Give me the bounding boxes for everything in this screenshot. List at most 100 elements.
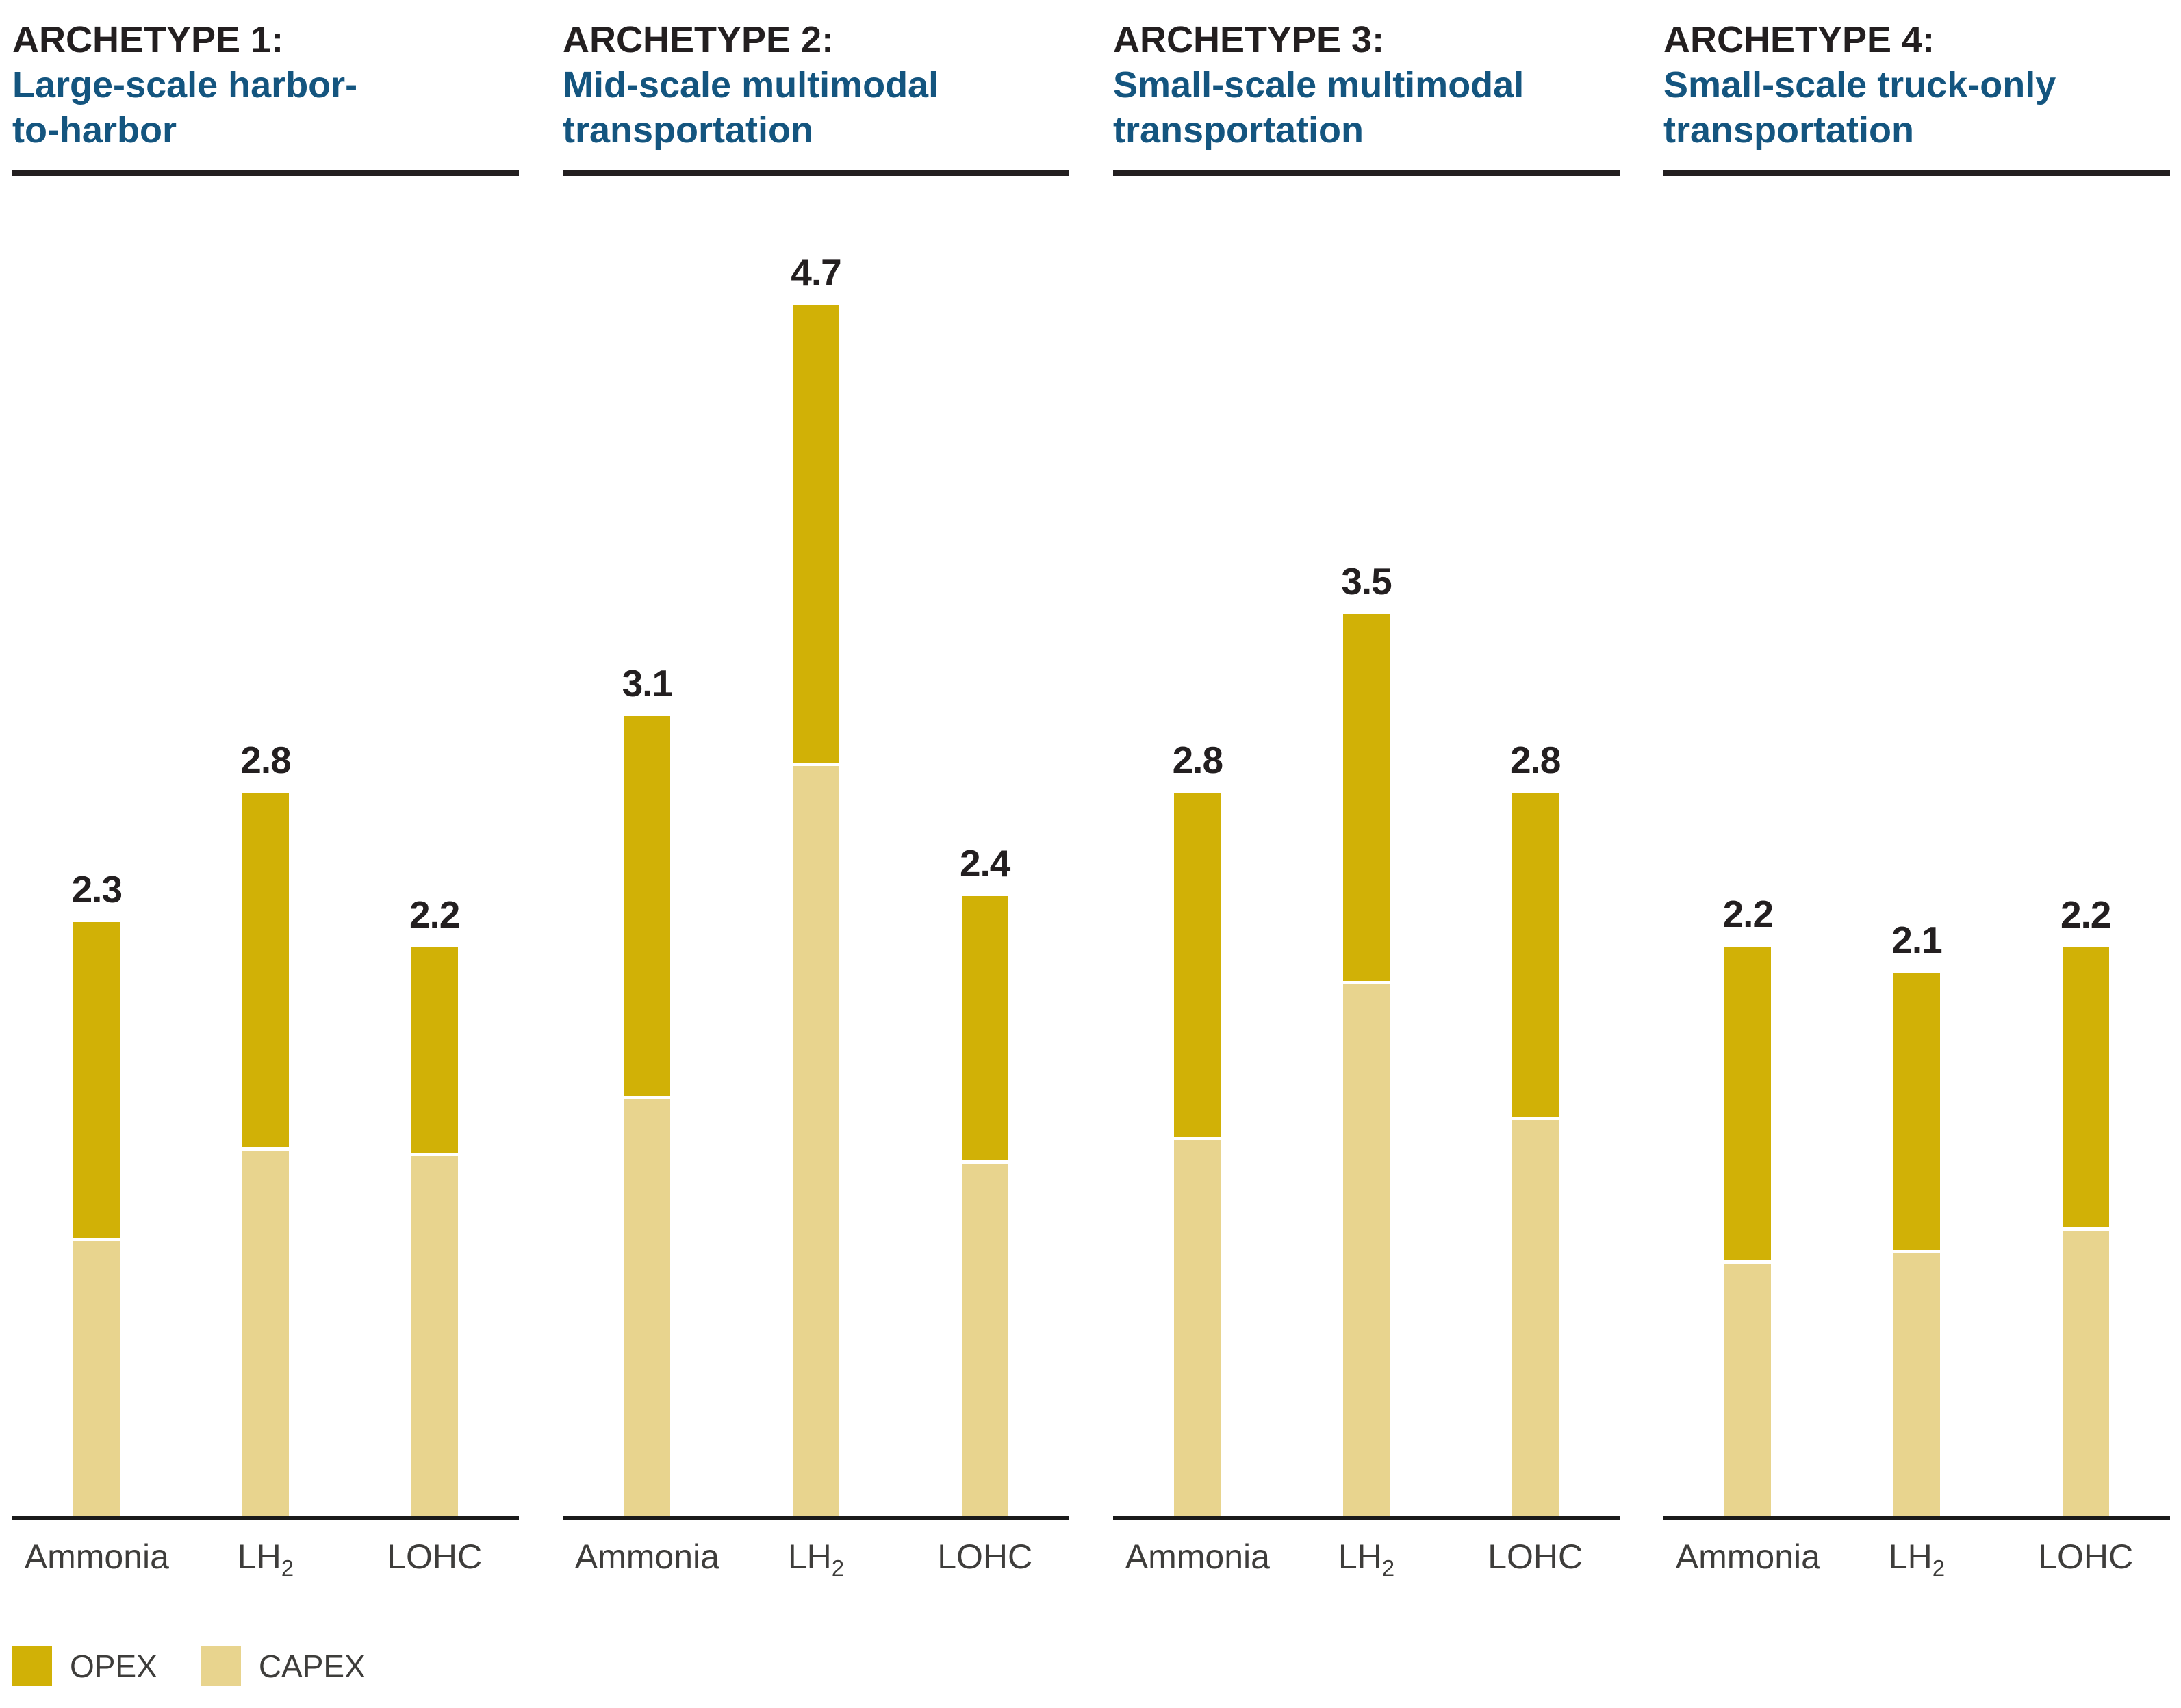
stacked-bar — [1724, 947, 1772, 1516]
category-label-text: LH — [237, 1538, 281, 1576]
bar-total-label: 2.3 — [71, 868, 123, 910]
capex-segment — [73, 1241, 120, 1516]
category-label: Ammonia — [1663, 1537, 1833, 1589]
category-label-text: LOHC — [1488, 1538, 1583, 1576]
opex-swatch — [12, 1646, 52, 1686]
archetype-subtitle-line: Large-scale harbor- — [12, 64, 358, 105]
archetype-label: ARCHETYPE 2: — [563, 19, 834, 60]
archetype-subtitle-line: Small-scale truck-only — [1663, 64, 2056, 105]
stacked-bar — [1343, 614, 1390, 1516]
bar-total-label: 3.1 — [622, 662, 673, 704]
bar-total-label: 2.1 — [1891, 919, 1942, 961]
archetype-subtitle: Large-scale harbor-to-harbor — [12, 62, 519, 153]
stacked-bar — [242, 793, 289, 1516]
category-label: Ammonia — [563, 1537, 732, 1589]
capex-segment — [242, 1151, 289, 1516]
category-labels-row: Ammonia LH2 LOHC — [12, 1537, 519, 1589]
archetype-subtitle: Mid-scale multimodal transportation — [563, 62, 1069, 153]
category-label-subscript: 2 — [1381, 1555, 1395, 1581]
archetype-panel: ARCHETYPE 4: Small-scale truck-only trans… — [1663, 17, 2170, 1589]
header-rule — [12, 170, 519, 176]
stacked-bar — [73, 922, 120, 1516]
capex-segment — [961, 1164, 1008, 1516]
category-label: LH2 — [1833, 1537, 2002, 1589]
stacked-bar — [1893, 973, 1940, 1516]
opex-segment — [411, 947, 458, 1153]
opex-segment — [1174, 793, 1221, 1137]
stacked-bar — [1174, 793, 1221, 1516]
legend-item: OPEX — [12, 1646, 157, 1686]
bar-total-label: 2.8 — [1509, 739, 1561, 781]
capex-segment — [411, 1156, 458, 1516]
bar-total-label: 2.8 — [240, 739, 291, 781]
opex-segment — [1343, 614, 1390, 981]
plot-area: 2.3 2.8 2.2 — [12, 176, 519, 1520]
archetype-subtitle-line: transportation — [563, 110, 814, 151]
bar-column: 2.1 — [1833, 176, 2002, 1516]
bar-total-label: 4.7 — [791, 251, 841, 294]
opex-segment — [2062, 947, 2109, 1227]
panel-header: ARCHETYPE 2: Mid-scale multimodal transpo… — [563, 17, 1069, 153]
bar-column: 3.1 — [563, 176, 732, 1516]
opex-segment — [793, 305, 839, 763]
bar-column: 4.7 — [732, 176, 901, 1516]
bar-column: 2.2 — [2001, 176, 2170, 1516]
opex-segment — [242, 793, 289, 1147]
archetype-subtitle-line: transportation — [1113, 110, 1364, 151]
legend-item: CAPEX — [201, 1646, 366, 1686]
legend: OPEX CAPEX — [12, 1646, 2170, 1686]
opex-segment — [1512, 793, 1559, 1117]
category-label: Ammonia — [12, 1537, 181, 1589]
category-label-text: LOHC — [937, 1538, 1033, 1576]
legend-label: OPEX — [70, 1648, 157, 1684]
plot-area: 2.8 3.5 2.8 — [1113, 176, 1620, 1520]
bar-column: 2.8 — [181, 176, 350, 1516]
opex-segment — [1893, 973, 1940, 1250]
panel-header: ARCHETYPE 1: Large-scale harbor-to-harbo… — [12, 17, 519, 153]
capex-swatch — [201, 1646, 241, 1686]
bar-column: 2.2 — [1663, 176, 1833, 1516]
bar-total-label: 2.2 — [1722, 893, 1774, 935]
capex-segment — [1724, 1264, 1772, 1516]
capex-segment — [1343, 984, 1390, 1516]
archetype-subtitle-line: transportation — [1663, 110, 1915, 151]
category-label-text: Ammonia — [1675, 1538, 1820, 1576]
category-label-text: Ammonia — [1125, 1538, 1270, 1576]
category-label-text: LH — [787, 1538, 832, 1576]
archetype-subtitle-line: Mid-scale multimodal — [563, 64, 939, 105]
plot-area: 2.2 2.1 2.2 — [1663, 176, 2170, 1520]
category-label-text: LOHC — [387, 1538, 483, 1576]
bar-column: 2.8 — [1113, 176, 1282, 1516]
category-label-text: LH — [1338, 1538, 1382, 1576]
capex-segment — [1893, 1253, 1940, 1516]
legend-label: CAPEX — [258, 1648, 366, 1684]
category-label: LOHC — [900, 1537, 1069, 1589]
stacked-bar — [2062, 947, 2109, 1516]
category-labels-row: Ammonia LH2 LOHC — [1663, 1537, 2170, 1589]
category-label-text: LH — [1888, 1538, 1933, 1576]
capex-segment — [1174, 1140, 1221, 1516]
category-labels-row: Ammonia LH2 LOHC — [1113, 1537, 1620, 1589]
category-label: LH2 — [181, 1537, 350, 1589]
opex-segment — [1724, 947, 1772, 1260]
stacked-bar — [1512, 793, 1559, 1516]
category-label: LOHC — [350, 1537, 519, 1589]
bar-total-label: 2.8 — [1172, 739, 1223, 781]
panel-header: ARCHETYPE 4: Small-scale truck-only trans… — [1663, 17, 2170, 153]
category-label: LH2 — [732, 1537, 901, 1589]
bar-column: 2.8 — [1451, 176, 1620, 1516]
archetype-subtitle-line: Small-scale multimodal — [1113, 64, 1525, 105]
category-label-subscript: 2 — [281, 1555, 294, 1581]
category-label-subscript: 2 — [1932, 1555, 1946, 1581]
category-label: LOHC — [1451, 1537, 1620, 1589]
category-labels-row: Ammonia LH2 LOHC — [563, 1537, 1069, 1589]
category-label: LH2 — [1282, 1537, 1451, 1589]
capex-segment — [793, 766, 839, 1516]
archetype-label: ARCHETYPE 3: — [1113, 19, 1385, 60]
bar-total-label: 2.2 — [409, 893, 460, 936]
archetype-panel: ARCHETYPE 1: Large-scale harbor-to-harbo… — [12, 17, 519, 1589]
category-label: Ammonia — [1113, 1537, 1282, 1589]
archetype-subtitle: Small-scale truck-only transportation — [1663, 62, 2170, 153]
header-rule — [1663, 170, 2170, 176]
